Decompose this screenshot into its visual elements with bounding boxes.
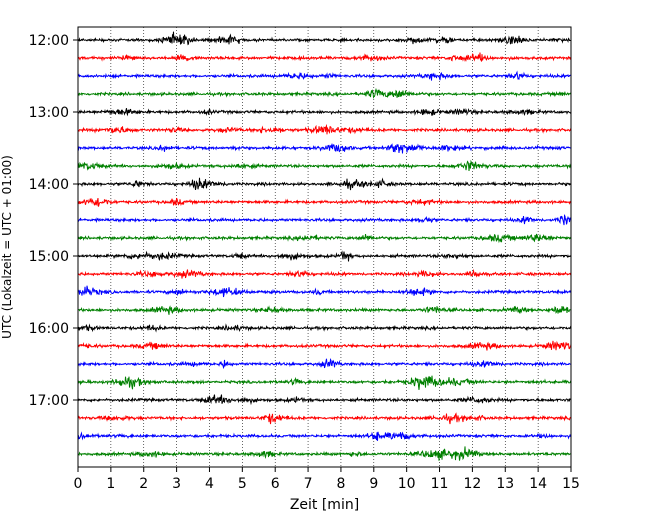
seismic-trace — [77, 197, 572, 207]
seismic-trace — [77, 394, 572, 406]
seismic-trace — [77, 268, 572, 279]
x-tick-label: 15 — [562, 476, 580, 492]
seismic-trace — [77, 143, 572, 154]
x-tick-label: 6 — [271, 476, 280, 492]
x-axis-ticks: 0 1 2 3 4 5 6 7 8 9 10 11 12 13 14 15 — [74, 467, 580, 492]
x-tick-label: 0 — [74, 476, 83, 492]
seismic-trace — [77, 285, 572, 298]
x-tick-label: 12 — [463, 476, 481, 492]
seismic-trace — [77, 31, 572, 46]
plot-frame — [77, 26, 572, 468]
x-tick-label: 5 — [238, 476, 247, 492]
seismic-trace — [77, 123, 572, 135]
seismic-traces — [77, 31, 572, 461]
y-tick-label: 13:00 — [29, 105, 69, 121]
seismic-trace — [77, 233, 572, 244]
x-tick-label: 13 — [496, 476, 514, 492]
x-tick-label: 4 — [205, 476, 214, 492]
y-tick-label: 16:00 — [29, 321, 69, 337]
x-tick-label: 8 — [336, 476, 345, 492]
y-tick-label: 12:00 — [29, 33, 69, 49]
seismic-trace — [77, 357, 572, 370]
seismic-trace — [77, 375, 572, 390]
x-tick-label: 3 — [172, 476, 181, 492]
x-tick-label: 1 — [106, 476, 115, 492]
seismic-trace — [77, 214, 572, 226]
x-tick-label: 7 — [304, 476, 313, 492]
x-tick-label: 14 — [529, 476, 547, 492]
y-axis-ticks: 12:00 13:00 14:00 15:00 16:00 17:00 — [29, 33, 78, 409]
y-tick-label: 17:00 — [29, 393, 69, 409]
x-tick-label: 2 — [139, 476, 148, 492]
y-tick-label: 15:00 — [29, 249, 69, 265]
seismic-trace — [77, 87, 572, 99]
seismic-trace — [77, 412, 572, 425]
y-axis-label: UTC (Lokalzeit = UTC + 01:00) — [0, 155, 14, 339]
seismic-trace — [77, 250, 572, 262]
seismic-trace — [77, 340, 572, 351]
seismic-trace — [77, 177, 572, 191]
x-axis-label: Zeit [min] — [290, 497, 359, 513]
vertical-grid — [110, 27, 539, 467]
x-tick-label: 11 — [431, 476, 449, 492]
x-tick-label: 10 — [398, 476, 416, 492]
seismic-trace — [77, 323, 572, 333]
seismic-trace — [77, 446, 572, 461]
seismic-trace — [77, 431, 572, 441]
y-tick-label: 14:00 — [29, 177, 69, 193]
seismic-trace — [77, 305, 572, 315]
seismic-trace — [77, 159, 572, 172]
seismic-trace — [77, 52, 572, 63]
seismic-trace — [77, 107, 572, 117]
x-tick-label: 9 — [369, 476, 378, 492]
seismic-trace — [77, 70, 572, 81]
